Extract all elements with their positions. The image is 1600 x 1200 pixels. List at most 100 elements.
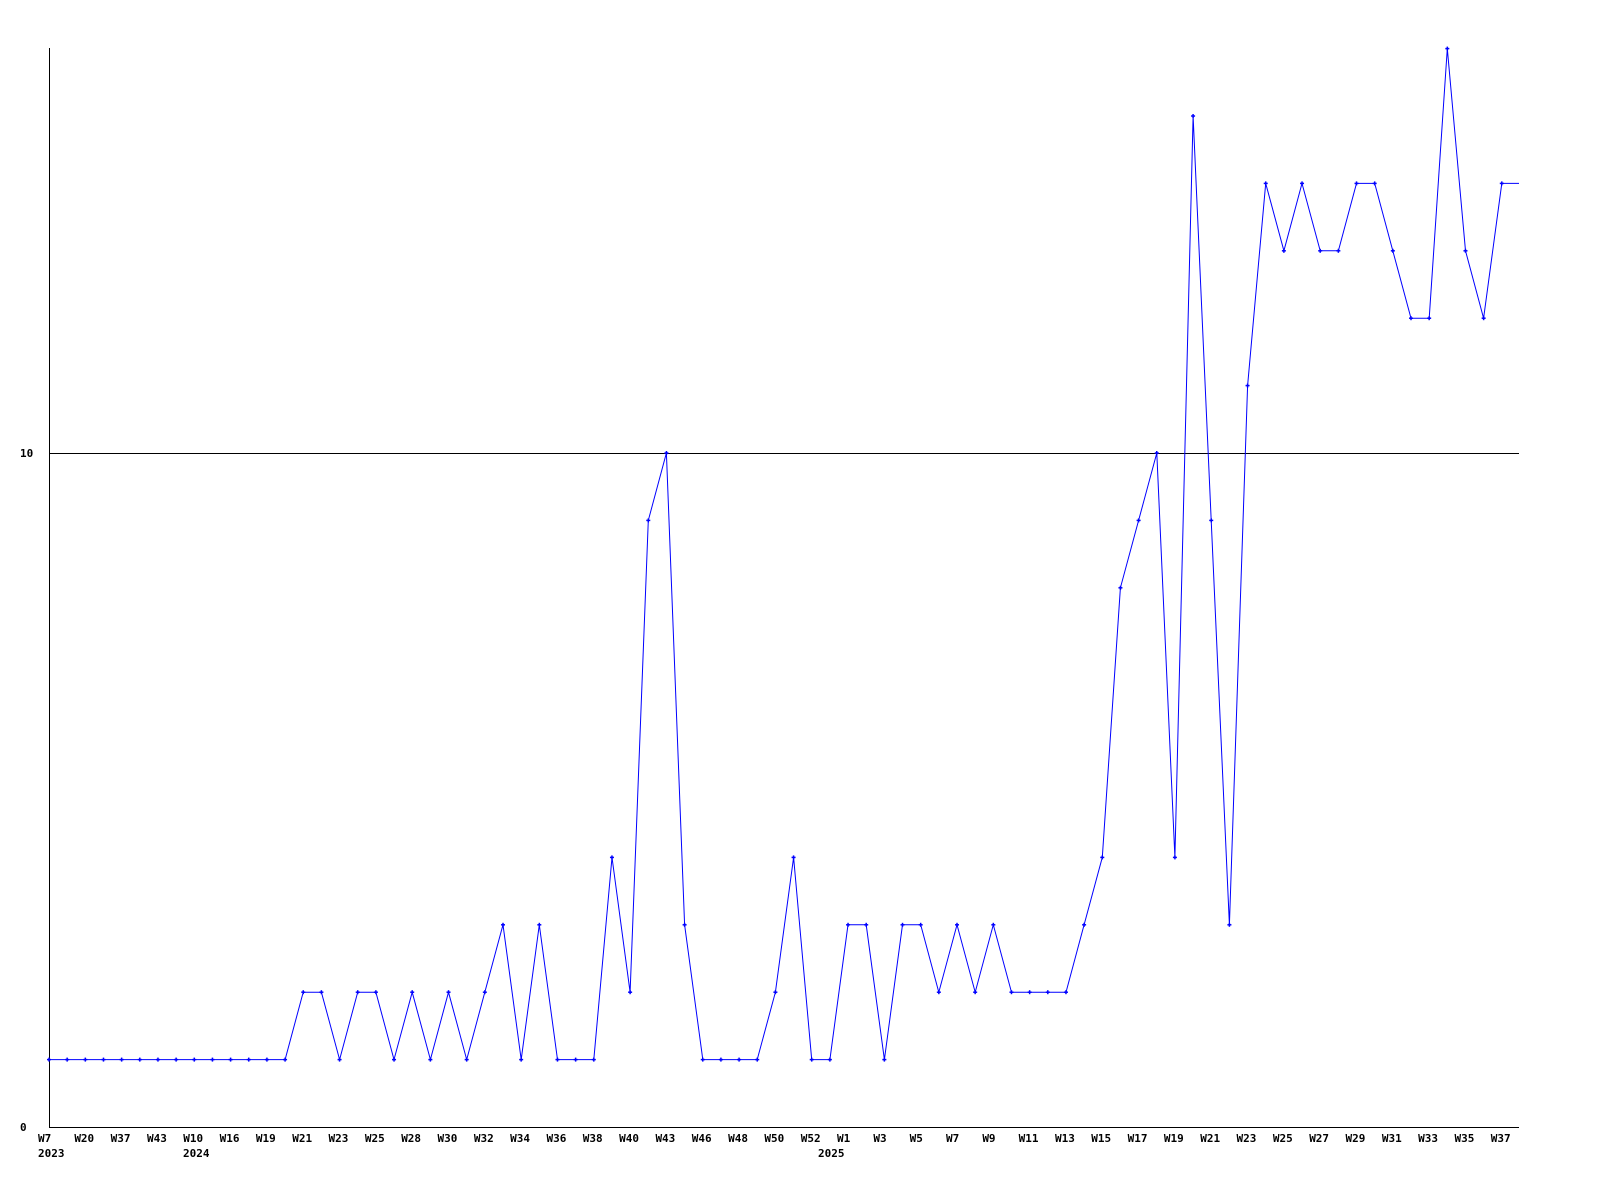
x-tick-label: W7	[946, 1132, 959, 1145]
data-point	[1191, 114, 1196, 118]
data-point	[991, 922, 996, 927]
data-point	[591, 1057, 596, 1062]
data-point	[1281, 248, 1286, 253]
x-tick-label: W25	[1273, 1132, 1293, 1145]
data-point	[1409, 316, 1413, 321]
data-point	[700, 1057, 705, 1062]
x-tick-label: W5	[910, 1132, 923, 1145]
x-tick-label: W10	[183, 1132, 203, 1145]
data-point	[1172, 855, 1177, 860]
x-tick-label: W37	[1491, 1132, 1511, 1145]
x-tick-label: W43	[655, 1132, 675, 1145]
data-point	[1118, 585, 1123, 590]
data-point	[846, 922, 851, 927]
x-tick-label: W46	[692, 1132, 712, 1145]
data-point	[464, 1057, 469, 1062]
data-point	[1300, 181, 1305, 186]
data-point	[1209, 518, 1214, 523]
data-point	[1463, 248, 1468, 253]
x-tick-label: W13	[1055, 1132, 1075, 1145]
data-point	[1336, 248, 1341, 253]
x-tick-label: W33	[1418, 1132, 1438, 1145]
x-tick-label: W52	[801, 1132, 821, 1145]
x-tick-label: W30	[438, 1132, 458, 1145]
year-label: 2025	[818, 1147, 845, 1160]
x-tick-label: W1	[837, 1132, 851, 1145]
data-point	[936, 990, 941, 995]
data-point	[773, 990, 778, 995]
data-point	[664, 451, 669, 455]
data-point	[864, 922, 869, 927]
data-point	[537, 922, 542, 927]
data-point	[1390, 248, 1395, 253]
data-point	[791, 855, 796, 860]
data-point	[65, 1057, 70, 1062]
data-point	[755, 1057, 760, 1062]
data-point	[283, 1057, 288, 1062]
x-tick-label: W37	[111, 1132, 131, 1145]
x-tick-label: W19	[256, 1132, 276, 1145]
x-tick-label: W36	[546, 1132, 566, 1145]
data-point	[1063, 990, 1068, 995]
y-tick-label: 10	[20, 447, 33, 460]
x-tick-label: W16	[220, 1132, 240, 1145]
data-point	[1154, 451, 1159, 455]
data-point	[1372, 181, 1377, 186]
data-point	[83, 1057, 88, 1062]
data-point	[1263, 181, 1268, 186]
x-tick-label: W15	[1091, 1132, 1111, 1145]
x-tick-label: W20	[74, 1132, 94, 1145]
data-point	[174, 1057, 179, 1062]
data-point	[301, 990, 306, 995]
data-point	[609, 855, 614, 860]
x-tick-label: W17	[1128, 1132, 1148, 1145]
x-tick-label: W34	[510, 1132, 530, 1145]
data-point	[501, 922, 505, 927]
data-point	[192, 1057, 197, 1062]
x-tick-label: W43	[147, 1132, 167, 1145]
data-point	[319, 990, 324, 995]
y-tick-label: 0	[20, 1121, 27, 1134]
data-point	[1354, 181, 1359, 186]
data-point	[918, 922, 923, 927]
x-tick-label: W23	[1237, 1132, 1257, 1145]
x-tick-label: W40	[619, 1132, 639, 1145]
x-tick-label: W11	[1019, 1132, 1039, 1145]
x-tick-label: W19	[1164, 1132, 1184, 1145]
data-point	[519, 1057, 524, 1062]
x-tick-label: W23	[329, 1132, 349, 1145]
x-tick-label: W7	[38, 1132, 51, 1145]
data-point	[573, 1057, 578, 1062]
data-point	[737, 1057, 742, 1062]
data-point	[446, 990, 451, 995]
data-point	[1136, 518, 1141, 523]
data-point	[1445, 46, 1450, 51]
data-point	[882, 1057, 887, 1062]
data-point	[1499, 181, 1504, 186]
x-tick-label: W9	[982, 1132, 995, 1145]
data-point	[482, 990, 487, 995]
data-point	[827, 1057, 832, 1062]
data-point	[646, 518, 651, 523]
x-tick-label: W29	[1346, 1132, 1366, 1145]
data-point	[373, 990, 378, 995]
data-point	[137, 1057, 142, 1062]
data-point	[718, 1057, 723, 1062]
data-point	[47, 1057, 51, 1062]
data-point	[246, 1057, 251, 1062]
data-point	[264, 1057, 269, 1062]
data-point	[101, 1057, 106, 1062]
year-label: 2023	[38, 1147, 65, 1160]
x-tick-label: W31	[1382, 1132, 1402, 1145]
data-point	[1227, 922, 1232, 927]
data-point	[1009, 990, 1014, 995]
x-tick-label: W25	[365, 1132, 385, 1145]
series-line	[49, 48, 1519, 1062]
data-point	[355, 990, 360, 995]
x-tick-label: W32	[474, 1132, 494, 1145]
data-point	[228, 1057, 233, 1062]
x-tick-label: W50	[764, 1132, 784, 1145]
data-point	[1100, 855, 1105, 860]
year-label: 2024	[183, 1147, 210, 1160]
